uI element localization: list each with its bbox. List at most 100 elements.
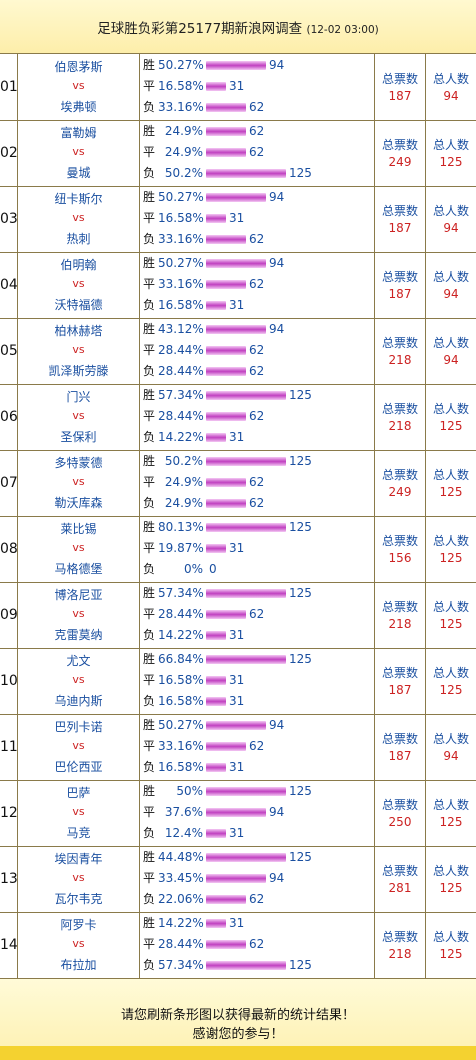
win-stat: 胜 44.48% 125: [143, 847, 312, 867]
away-team[interactable]: 埃弗顿: [60, 100, 97, 114]
column-divider: [425, 54, 426, 120]
win-stat: 胜 57.34% 125: [143, 385, 312, 405]
win-count: 94: [269, 190, 285, 204]
home-team[interactable]: 巴萨: [66, 786, 91, 800]
total-people-label: 总人数: [432, 270, 469, 284]
draw-count: 31: [229, 79, 245, 93]
draw-percent: 16.58%: [158, 211, 204, 225]
lose-percent: 57.34%: [158, 958, 204, 972]
column-divider: [139, 780, 140, 846]
page-header: 足球胜负彩第25177期新浪网调查 (12-02 03:00): [0, 0, 476, 54]
win-bar: [206, 853, 286, 862]
home-team[interactable]: 柏林赫塔: [54, 324, 103, 338]
column-divider: [139, 648, 140, 714]
win-count: 125: [289, 850, 312, 864]
total-people-label: 总人数: [432, 600, 469, 614]
home-team[interactable]: 多特蒙德: [54, 456, 103, 470]
home-team[interactable]: 富勒姆: [60, 126, 97, 140]
away-team[interactable]: 马竞: [66, 826, 91, 840]
column-divider: [17, 846, 18, 912]
win-label: 胜: [143, 124, 156, 138]
home-team[interactable]: 巴列卡诺: [54, 720, 103, 734]
win-percent: 50.2%: [164, 454, 203, 468]
win-bar: [206, 325, 266, 334]
win-label: 胜: [143, 322, 156, 336]
vs-label: vs: [72, 871, 85, 884]
draw-stat: 平 16.58% 31: [143, 76, 244, 96]
column-divider: [17, 384, 18, 450]
draw-label: 平: [143, 805, 156, 819]
vs-label: vs: [72, 211, 85, 224]
total-votes-cell: 总票数 187: [375, 186, 425, 235]
total-votes-cell: 总票数 187: [375, 54, 425, 103]
total-votes-value: 250: [388, 815, 412, 829]
vs-label: vs: [72, 145, 85, 158]
total-people-value: 94: [443, 221, 459, 235]
total-votes-value: 156: [388, 551, 412, 565]
away-team[interactable]: 圣保利: [60, 430, 97, 444]
total-people-cell: 总人数 125: [426, 384, 476, 433]
draw-count: 62: [249, 937, 265, 951]
total-votes-value: 218: [388, 617, 412, 631]
home-team[interactable]: 纽卡斯尔: [54, 192, 103, 206]
vs-label: vs: [72, 343, 85, 356]
total-people-cell: 总人数 125: [426, 450, 476, 499]
home-team[interactable]: 门兴: [66, 390, 91, 404]
win-percent: 50.27%: [158, 718, 204, 732]
away-team[interactable]: 瓦尔韦克: [54, 892, 103, 906]
win-count: 125: [289, 454, 312, 468]
win-percent: 57.34%: [158, 586, 204, 600]
total-votes-label: 总票数: [381, 534, 418, 548]
home-team[interactable]: 伯恩茅斯: [54, 60, 103, 74]
home-team[interactable]: 阿罗卡: [60, 918, 97, 932]
win-percent: 50.27%: [158, 256, 204, 270]
win-stat: 胜 50.2% 125: [143, 451, 312, 471]
column-divider: [425, 516, 426, 582]
home-team[interactable]: 博洛尼亚: [54, 588, 103, 602]
match-row: 01 伯恩茅斯 vs 埃弗顿 胜 50.27% 94 平 16.58% 31 负 33.16% 62 总票…: [0, 54, 476, 121]
away-team[interactable]: 勒沃库森: [54, 496, 103, 510]
away-team[interactable]: 马格德堡: [54, 562, 103, 576]
away-team[interactable]: 凯泽斯劳滕: [48, 364, 109, 378]
lose-count: 31: [229, 760, 245, 774]
total-votes-value: 249: [388, 155, 412, 169]
total-votes-value: 187: [388, 89, 412, 103]
away-team[interactable]: 布拉加: [60, 958, 97, 972]
total-people-value: 94: [443, 89, 459, 103]
lose-stat: 负 33.16% 62: [143, 229, 264, 249]
column-divider: [374, 120, 375, 186]
column-divider: [425, 846, 426, 912]
column-divider: [17, 120, 18, 186]
refresh-notice: 请您刷新条形图以获得最新的统计结果！: [120, 1008, 355, 1023]
win-stat: 胜 80.13% 125: [143, 517, 312, 537]
draw-bar: [206, 478, 246, 487]
vs-label: vs: [72, 541, 85, 554]
win-percent: 43.12%: [158, 322, 204, 336]
column-divider: [139, 186, 140, 252]
column-divider: [425, 714, 426, 780]
total-votes-cell: 总票数 281: [375, 846, 425, 895]
win-count: 94: [269, 322, 285, 336]
away-team[interactable]: 乌迪内斯: [54, 694, 103, 708]
column-divider: [139, 714, 140, 780]
away-team[interactable]: 曼城: [66, 166, 91, 180]
match-row: 05 柏林赫塔 vs 凯泽斯劳滕 胜 43.12% 94 平 28.44% 62 负 28.44% 62…: [0, 318, 476, 385]
lose-bar: [206, 301, 226, 310]
away-team[interactable]: 热刺: [66, 232, 91, 246]
lose-stat: 负 14.22% 31: [143, 625, 244, 645]
home-team[interactable]: 埃因青年: [54, 852, 103, 866]
win-label: 胜: [143, 916, 156, 930]
draw-label: 平: [143, 409, 156, 423]
total-people-label: 总人数: [432, 666, 469, 680]
away-team[interactable]: 巴伦西亚: [54, 760, 103, 774]
home-team[interactable]: 尤文: [66, 654, 91, 668]
draw-count: 31: [229, 673, 245, 687]
home-team[interactable]: 莱比锡: [60, 522, 97, 536]
away-team[interactable]: 沃特福德: [54, 298, 103, 312]
home-team[interactable]: 伯明翰: [60, 258, 97, 272]
column-divider: [425, 120, 426, 186]
win-label: 胜: [143, 190, 156, 204]
lose-bar: [206, 829, 226, 838]
draw-stat: 平 33.16% 62: [143, 274, 264, 294]
away-team[interactable]: 克雷莫纳: [54, 628, 103, 642]
